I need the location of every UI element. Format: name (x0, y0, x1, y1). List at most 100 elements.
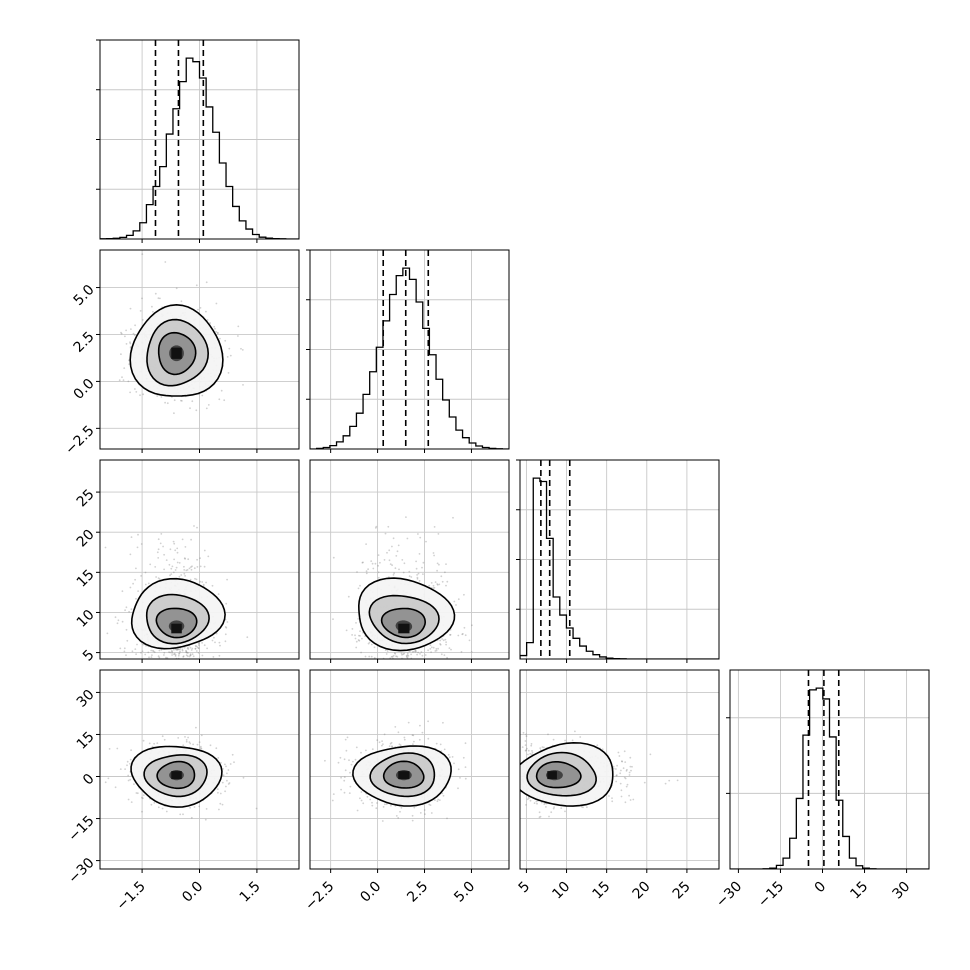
scatter-point (107, 777, 110, 780)
scatter-point (432, 584, 435, 587)
scatter-point (429, 804, 432, 806)
axes-frame (519, 669, 720, 870)
scatter-point (419, 812, 422, 814)
scatter-point (574, 730, 576, 733)
scatter-point (139, 310, 142, 312)
axes-frame (729, 669, 930, 870)
scatter-point (438, 583, 441, 586)
scatter-point (620, 789, 623, 792)
scatter-point (384, 532, 387, 535)
scatter-point (183, 661, 185, 663)
scatter-point (190, 649, 193, 651)
x-tick-label: 2.5 (404, 879, 431, 906)
scatter-point (455, 604, 457, 606)
axes-frame (519, 459, 720, 660)
scatter-point (441, 638, 443, 640)
scatter-point (181, 648, 184, 651)
scatter-point (615, 780, 618, 783)
scatter-point (195, 726, 197, 729)
scatter-point (623, 750, 626, 753)
scatter-point (383, 733, 386, 736)
scatter-point (140, 651, 142, 654)
x-tick-label: 25 (670, 879, 694, 903)
scatter-point (379, 561, 381, 564)
scatter-point (137, 590, 140, 592)
scatter-point (332, 618, 334, 620)
scatter-point (164, 666, 166, 668)
scatter-point (137, 533, 139, 536)
scatter-point (403, 736, 406, 739)
scatter-point (229, 763, 232, 765)
scatter-point (181, 676, 183, 678)
scatter-point (405, 664, 407, 666)
scatter-point (516, 780, 518, 782)
scatter-point (415, 650, 417, 652)
scatter-point (188, 741, 191, 743)
scatter-point (199, 565, 202, 568)
scatter-point (460, 651, 463, 653)
scatter-point (489, 778, 491, 780)
scatter-point (189, 742, 192, 745)
scatter-point (183, 572, 186, 575)
scatter-point (129, 346, 132, 348)
scatter-point (162, 545, 165, 548)
scatter-point (388, 663, 390, 665)
scatter-point (216, 788, 219, 790)
scatter-point (416, 574, 418, 576)
scatter-point (373, 646, 376, 649)
scatter-point (226, 578, 229, 581)
scatter-point (134, 578, 137, 581)
scatter-point (195, 409, 198, 412)
scatter-point (214, 641, 216, 644)
scatter-point (148, 665, 150, 667)
scatter-point (182, 744, 185, 747)
scatter-point (436, 583, 439, 585)
scatter-point (337, 761, 340, 764)
scatter-point (174, 648, 177, 651)
y-tick-label: 25 (74, 486, 98, 510)
scatter-point (438, 563, 440, 566)
scatter-point (417, 681, 419, 683)
scatter-point (153, 676, 155, 678)
scatter-point (413, 806, 416, 809)
scatter-point (241, 349, 244, 351)
scatter-point (457, 787, 459, 790)
scatter-point (515, 785, 517, 787)
scatter-point (188, 567, 191, 570)
scatter-point (531, 751, 534, 754)
scatter-point (359, 797, 361, 800)
scatter-point (211, 639, 214, 642)
scatter-point (130, 536, 133, 538)
scatter-point (506, 773, 508, 775)
scatter-point (153, 802, 156, 804)
scatter-point (415, 567, 418, 570)
scatter-point (394, 652, 397, 655)
scatter-point (199, 747, 202, 749)
scatter-point (120, 332, 123, 335)
scatter-point (354, 637, 357, 640)
scatter-point (133, 783, 135, 785)
scatter-point (417, 533, 419, 535)
scatter-point (141, 650, 144, 653)
scatter-point (418, 676, 420, 678)
scatter-point (547, 733, 549, 736)
scatter-point (114, 616, 117, 619)
scatter-point (129, 307, 132, 310)
scatter-point (405, 686, 407, 688)
scatter-point (405, 516, 407, 518)
scatter-point (535, 800, 538, 803)
scatter-point (351, 628, 354, 630)
scatter-point (462, 633, 464, 635)
scatter-point (434, 661, 436, 663)
scatter-point (171, 652, 174, 654)
scatter-point (123, 650, 126, 653)
scatter-point (155, 576, 158, 578)
scatter-point (628, 771, 631, 774)
scatter-point (340, 788, 342, 791)
y-tick-label: 30 (74, 687, 98, 711)
scatter-point (224, 633, 227, 636)
scatter-point (417, 676, 419, 678)
scatter-point (427, 720, 429, 723)
scatter-point (197, 644, 200, 647)
scatter-point (624, 801, 627, 804)
